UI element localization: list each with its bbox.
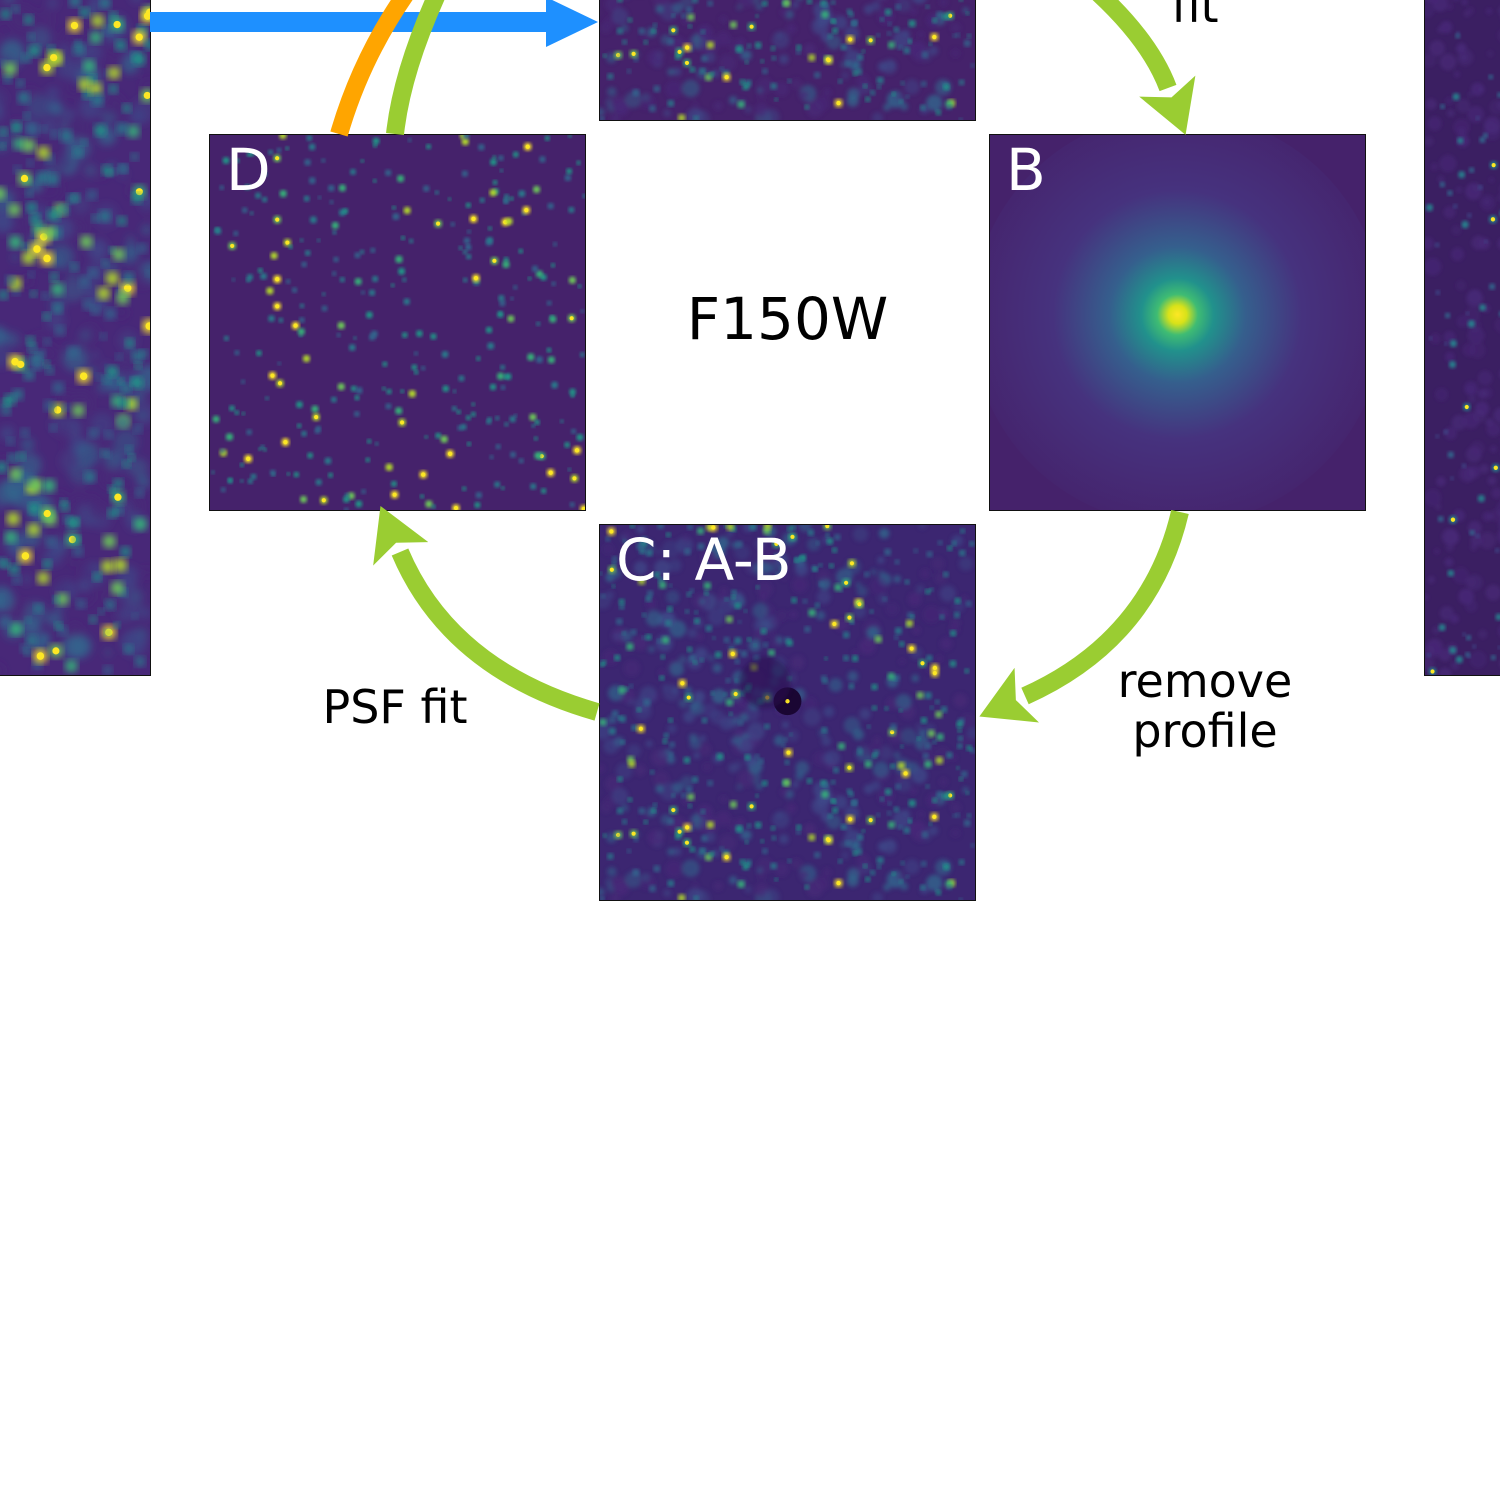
panel-d-image xyxy=(210,135,585,510)
caption-remove-profile: remove profile xyxy=(1117,654,1293,758)
panel-a xyxy=(599,0,976,121)
right-strip-image xyxy=(1425,0,1500,675)
panel-c-image xyxy=(600,525,975,900)
arrow-psf-fit xyxy=(373,505,600,721)
panel-b-image xyxy=(990,135,1365,510)
filter-label: F150W xyxy=(686,285,889,353)
arrow-d-to-a-orange xyxy=(330,0,413,137)
panel-c: C: A-B xyxy=(599,524,976,901)
right-strip-panel xyxy=(1424,0,1500,676)
left-strip-image xyxy=(0,0,150,675)
left-strip-panel xyxy=(0,0,151,676)
panel-d: D xyxy=(209,134,586,511)
arrow-d-to-a xyxy=(386,0,445,136)
arrow-fit xyxy=(1092,0,1196,135)
caption-fit: fit xyxy=(1171,0,1219,33)
panel-b: B xyxy=(989,134,1366,511)
panel-a-image xyxy=(600,0,975,120)
arrow-remove-profile xyxy=(979,509,1189,723)
caption-psf-fit: PSF fit xyxy=(322,680,468,734)
